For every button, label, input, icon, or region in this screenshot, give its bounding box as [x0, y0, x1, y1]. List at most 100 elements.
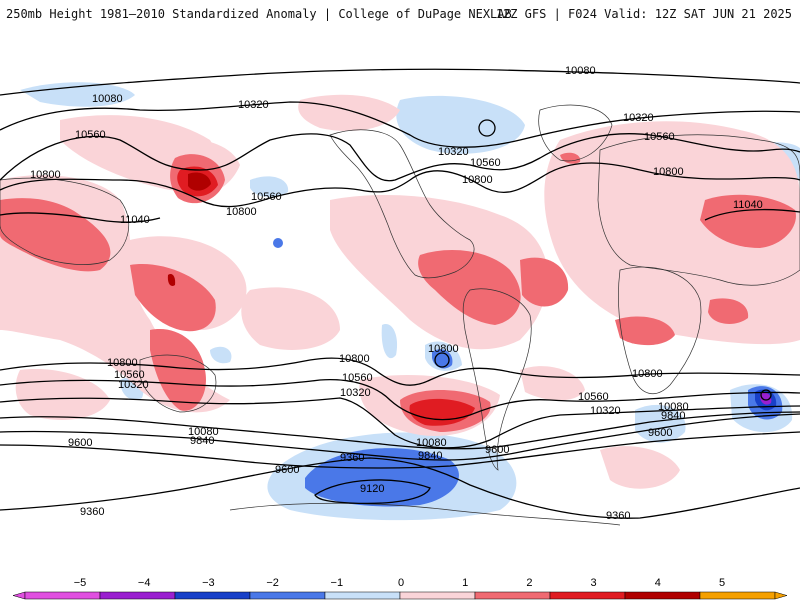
contour-label: 9120: [360, 483, 384, 495]
contour-closed-low-atlantic: [760, 389, 772, 401]
coastline-layer: [0, 104, 800, 526]
map-title: 250mb Height 1981–2010 Standardized Anom…: [6, 7, 512, 21]
anomaly-map: 10080 10080 10320 10320 10320 10560 1056…: [0, 40, 800, 580]
contour-11040-east: [704, 208, 800, 221]
contour-label: 10080: [658, 401, 689, 413]
contour-10560-north: [0, 133, 800, 182]
colorbar-tick-label: 5: [719, 577, 725, 589]
anomaly-pos2-region: [708, 298, 749, 324]
contour-closed-low-baffin: [478, 119, 496, 137]
anomaly-pos4-region: [167, 274, 176, 286]
anomaly-neg2-spot: [273, 238, 283, 248]
colorbar-tick-label: −4: [138, 577, 151, 589]
height-contour-layer: [0, 68, 800, 519]
contour-label: 10800: [107, 357, 138, 369]
anomaly-pos1-region: [544, 121, 800, 345]
contour-label: 11040: [120, 214, 150, 226]
contour-label: 11040: [733, 199, 763, 211]
contour-label: 9600: [485, 444, 509, 456]
colorbar-bin: [324, 591, 401, 600]
contour-label: 10800: [226, 206, 257, 218]
anomaly-pos2-region: [615, 316, 675, 346]
contour-label: 10080: [565, 65, 596, 77]
contour-10080-south: [0, 411, 800, 450]
contour-10320-north: [0, 101, 800, 148]
antarctica-coast: [229, 502, 621, 526]
colorbar-bin: [249, 591, 326, 600]
contour-label: 9360: [340, 452, 364, 464]
contour-9360: [0, 457, 800, 519]
contour-9120: [314, 479, 431, 505]
colorbar-tick-label: 0: [398, 577, 404, 589]
anomaly-pos2-region: [700, 194, 796, 248]
contour-label: 10800: [428, 343, 459, 355]
contour-closed-low-pacific: [434, 352, 450, 368]
australia-coast: [139, 354, 217, 413]
anomaly-pos1-region: [241, 287, 340, 350]
contour-10080-north: [0, 68, 800, 96]
colorbar-tick-label: 4: [655, 577, 661, 589]
contour-label: 9600: [648, 427, 672, 439]
anomaly-pos2-region: [0, 198, 111, 272]
contour-label: 10560: [114, 369, 145, 381]
anomaly-pos2-region: [418, 250, 521, 325]
contour-label: 10800: [632, 368, 663, 380]
contour-9840: [0, 413, 800, 461]
north-america-coast: [329, 129, 475, 279]
anomaly-neg1-region: [381, 324, 398, 359]
contour-label: 9600: [68, 437, 92, 449]
anomaly-neg1-region: [635, 404, 686, 443]
south-america-coast: [462, 288, 532, 471]
colorbar-tick-label: 3: [591, 577, 597, 589]
contour-11040: [0, 212, 161, 223]
contour-label: 10320: [118, 379, 149, 391]
colorbar-labels: −5 −4 −3 −2 −1 0 1 2 3 4 5: [74, 577, 725, 589]
greenland-coast: [538, 104, 613, 162]
contour-label: 9360: [80, 506, 104, 518]
contour-label: 9600: [275, 464, 299, 476]
contour-label: 10320: [238, 99, 269, 111]
contour-label: 10560: [470, 157, 501, 169]
colorbar-bin: [174, 591, 251, 600]
map-canvas: 10080 10080 10320 10320 10320 10560 1056…: [0, 40, 800, 580]
colorbar-bin: [549, 591, 626, 600]
contour-label: 10080: [416, 437, 447, 449]
contour-label: 10320: [590, 405, 621, 417]
colorbar-tick-label: 2: [526, 577, 532, 589]
contour-label: 9840: [418, 450, 442, 462]
colorbar-bin: [399, 591, 476, 600]
negative-anomaly-layer: [20, 82, 800, 521]
anomaly-pos1-region: [298, 94, 400, 131]
contour-label: 9360: [606, 510, 630, 522]
anomaly-pos4-region: [188, 172, 211, 191]
anomaly-neg1-region: [210, 346, 232, 364]
contour-label: 10800: [462, 174, 493, 186]
contour-label: 10320: [623, 112, 654, 124]
colorbar-tick-label: −2: [266, 577, 279, 589]
contour-label: 10800: [339, 353, 370, 365]
colorbar-canvas: −5 −4 −3 −2 −1 0 1 2 3 4 5: [12, 577, 788, 600]
anomaly-neg2-region: [305, 448, 459, 507]
colorbar-bin: [474, 591, 551, 600]
map-header: 250mb Height 1981–2010 Standardized Anom…: [0, 0, 800, 30]
asia-east-coast: [0, 177, 129, 265]
anomaly-pos2-region: [150, 329, 206, 411]
colorbar-bin: [99, 591, 176, 600]
contour-label: 10800: [30, 169, 61, 181]
contour-label: 10560: [644, 131, 675, 143]
contour-label: 10320: [438, 146, 469, 158]
colorbar-bin: [24, 591, 101, 600]
colorbar-bin: [624, 591, 701, 600]
anomaly-neg1-region: [396, 95, 525, 154]
colorbar-high-arrow: [774, 591, 788, 600]
contour-9600: [0, 431, 800, 469]
contour-10560-south: [0, 379, 800, 421]
anomaly-pos3-region: [409, 398, 475, 426]
contour-label: 10320: [340, 387, 371, 399]
anomaly-pos2-region: [130, 264, 216, 332]
colorbar-low-arrow: [12, 591, 26, 600]
contour-label: 9840: [190, 435, 214, 447]
contour-label: 10560: [342, 372, 373, 384]
colorbar-tick-label: −5: [74, 577, 87, 589]
contour-label-layer: 10080 10080 10320 10320 10320 10560 1056…: [30, 65, 763, 522]
